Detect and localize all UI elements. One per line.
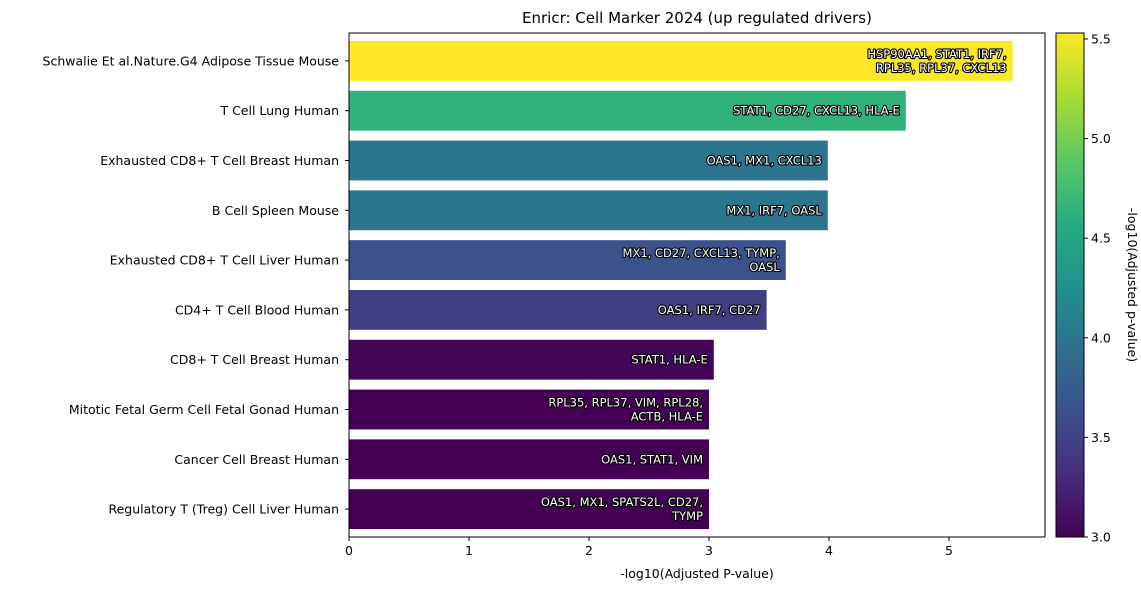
bar-label: STAT1, HLA-E <box>631 353 707 367</box>
bar-3 <box>349 190 828 231</box>
x-axis-title: -log10(Adjusted P-value) <box>620 566 773 581</box>
bar-label: OAS1, MX1, CXCL13 <box>707 153 822 167</box>
y-tick-label: T Cell Lung Human <box>219 103 339 118</box>
y-tick-label: Mitotic Fetal Germ Cell Fetal Gonad Huma… <box>69 402 339 417</box>
bar-label: OAS1, STAT1, VIM <box>601 452 703 466</box>
bar-label: OAS1, IRF7, CD27 <box>658 303 761 317</box>
bar-9 <box>349 489 709 530</box>
colorbar-tick-label: 5.5 <box>1091 31 1111 46</box>
bar-label: RPL35, RPL37, CXCL13 <box>876 61 1007 75</box>
y-tick-label: Exhausted CD8+ T Cell Breast Human <box>100 153 339 168</box>
colorbar-tick-label: 4.5 <box>1091 231 1111 246</box>
colorbar-tick-label: 4.0 <box>1091 330 1111 345</box>
bar-label: MX1, CD27, CXCL13, TYMP, <box>623 246 780 260</box>
bar-1 <box>349 90 906 131</box>
y-tick-label: Regulatory T (Treg) Cell Liver Human <box>108 502 339 517</box>
colorbar-tick-label: 3.0 <box>1091 530 1111 545</box>
bar-label: OAS1, MX1, SPATS2L, CD27, <box>541 495 703 509</box>
bar-4 <box>349 240 786 281</box>
bar-6 <box>349 339 714 380</box>
y-tick-label: CD8+ T Cell Breast Human <box>170 352 339 367</box>
bar-7 <box>349 389 709 430</box>
plot-frame <box>348 32 1046 538</box>
x-tick-label: 0 <box>345 543 353 558</box>
x-tick-label: 5 <box>945 543 953 558</box>
bar-label: OASL <box>749 260 780 274</box>
bar-label: TYMP <box>671 509 703 523</box>
colorbar-tick-label: 3.5 <box>1091 430 1111 445</box>
bar-label: ACTB, HLA-E <box>631 410 703 424</box>
y-tick-label: Exhausted CD8+ T Cell Liver Human <box>110 253 339 268</box>
bar-8 <box>349 439 709 480</box>
y-tick-label: Schwalie Et al.Nature.G4 Adipose Tissue … <box>43 53 340 68</box>
y-tick-label: B Cell Spleen Mouse <box>212 203 339 218</box>
x-tick-label: 2 <box>585 543 593 558</box>
bar-label: HSP90AA1, STAT1, IRF7, <box>867 47 1006 61</box>
colorbar-label: -log10(Adjusted p-value) <box>1125 208 1140 362</box>
y-tick-label: Cancer Cell Breast Human <box>174 452 339 467</box>
bar-label: RPL35, RPL37, VIM, RPL28, <box>548 396 703 410</box>
bar-5 <box>349 289 767 330</box>
bar-2 <box>349 140 828 181</box>
colorbar-tick-label: 5.0 <box>1091 131 1111 146</box>
x-tick-label: 3 <box>705 543 713 558</box>
bar-label: MX1, IRF7, OASL <box>726 203 822 217</box>
y-tick-label: CD4+ T Cell Blood Human <box>175 302 339 317</box>
x-tick-label: 4 <box>825 543 833 558</box>
x-tick-label: 1 <box>465 543 473 558</box>
bar-0 <box>349 40 1013 81</box>
colorbar <box>1055 32 1085 538</box>
chart-title: Enricr: Cell Marker 2024 (up regulated d… <box>522 9 872 27</box>
bar-label: STAT1, CD27, CXCL13, HLA-E <box>733 104 900 118</box>
